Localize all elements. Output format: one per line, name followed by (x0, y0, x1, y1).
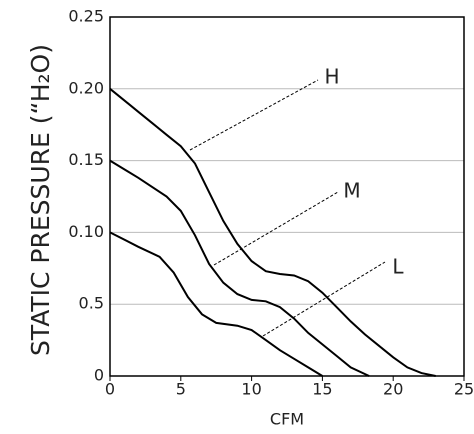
y-tick-label: 0.25 (68, 7, 104, 26)
x-tick-label: 15 (312, 380, 332, 399)
y-tick-label: 0 (94, 366, 104, 385)
y-tick-label: 0.20 (68, 78, 104, 97)
leader-line (189, 79, 319, 151)
fan-curve (109, 231, 323, 377)
curve-label: L (392, 255, 404, 279)
fan-curve (109, 88, 436, 377)
x-tick-label: 10 (241, 380, 261, 399)
y-tick-label: 0.5 (79, 294, 104, 313)
x-tick-label: 0 (105, 380, 115, 399)
y-tick-label: 0.15 (68, 150, 104, 169)
x-tick-label: 20 (383, 380, 403, 399)
curve-label: H (324, 65, 339, 89)
leader-line (213, 191, 339, 266)
x-tick-label: 25 (454, 380, 474, 399)
fan-curve (109, 159, 370, 377)
y-tick-label: 0.10 (68, 222, 104, 241)
x-tick-label: 5 (176, 380, 186, 399)
plot-frame (109, 16, 465, 377)
y-axis-label: STATIC PRESSURE (“H₂O) (26, 44, 55, 356)
curve-label: M (343, 179, 360, 203)
leader-line (262, 261, 386, 337)
x-axis-label: CFM (270, 410, 304, 429)
